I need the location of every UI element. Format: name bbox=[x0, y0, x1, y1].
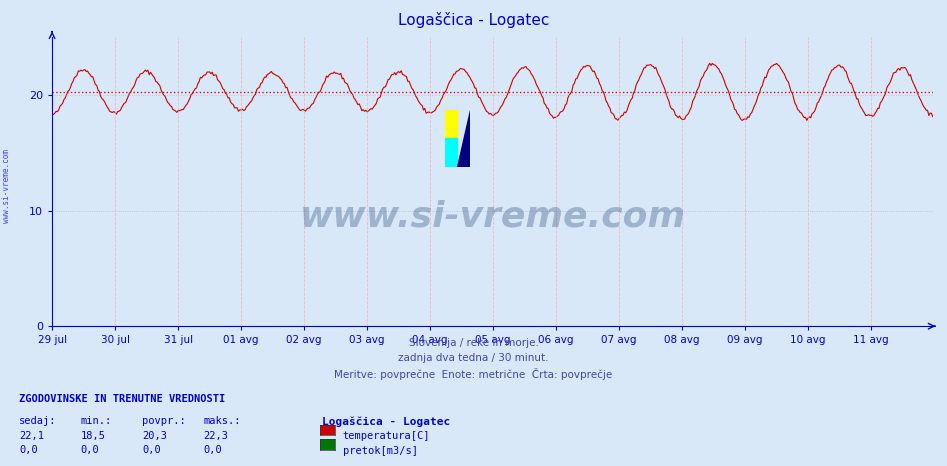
Text: 20,3: 20,3 bbox=[142, 431, 167, 441]
Text: zadnja dva tedna / 30 minut.: zadnja dva tedna / 30 minut. bbox=[399, 353, 548, 363]
Text: 0,0: 0,0 bbox=[142, 445, 161, 455]
Text: 0,0: 0,0 bbox=[80, 445, 99, 455]
Text: sedaj:: sedaj: bbox=[19, 416, 57, 426]
Text: 18,5: 18,5 bbox=[80, 431, 105, 441]
Text: 0,0: 0,0 bbox=[204, 445, 223, 455]
Text: 0,0: 0,0 bbox=[19, 445, 38, 455]
Text: maks.:: maks.: bbox=[204, 416, 241, 426]
Text: www.si-vreme.com: www.si-vreme.com bbox=[2, 150, 11, 223]
Text: Logaščica - Logatec: Logaščica - Logatec bbox=[398, 12, 549, 27]
Text: Meritve: povprečne  Enote: metrične  Črta: povprečje: Meritve: povprečne Enote: metrične Črta:… bbox=[334, 368, 613, 380]
Text: 22,3: 22,3 bbox=[204, 431, 228, 441]
Text: Slovenija / reke in morje.: Slovenija / reke in morje. bbox=[408, 338, 539, 348]
Text: min.:: min.: bbox=[80, 416, 112, 426]
Text: pretok[m3/s]: pretok[m3/s] bbox=[343, 446, 418, 456]
Text: ZGODOVINSKE IN TRENUTNE VREDNOSTI: ZGODOVINSKE IN TRENUTNE VREDNOSTI bbox=[19, 394, 225, 404]
Text: www.si-vreme.com: www.si-vreme.com bbox=[299, 199, 686, 233]
Text: Logaščica - Logatec: Logaščica - Logatec bbox=[322, 416, 450, 427]
Text: temperatura[C]: temperatura[C] bbox=[343, 431, 430, 441]
Text: povpr.:: povpr.: bbox=[142, 416, 186, 426]
Text: 22,1: 22,1 bbox=[19, 431, 44, 441]
